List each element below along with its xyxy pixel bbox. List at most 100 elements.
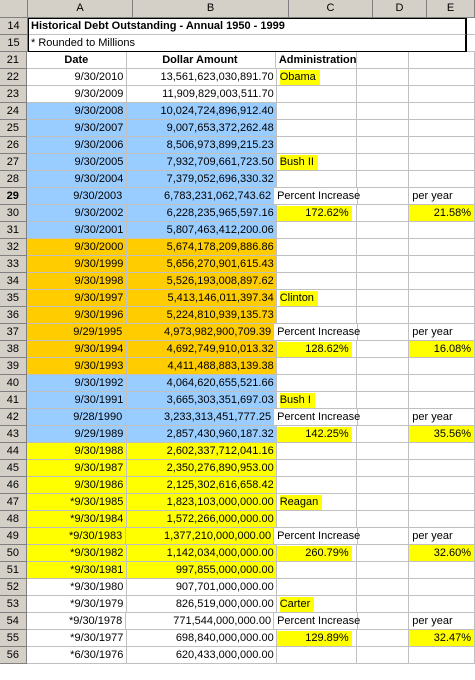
- administration-cell[interactable]: [276, 562, 358, 579]
- empty-cell[interactable]: [408, 443, 475, 460]
- empty-cell[interactable]: [357, 171, 409, 188]
- amount-cell[interactable]: 7,379,052,696,330.32: [127, 171, 277, 188]
- empty-cell[interactable]: [357, 460, 409, 477]
- empty-cell[interactable]: [408, 477, 475, 494]
- row-number[interactable]: 52: [0, 579, 27, 596]
- percent-increase-cell[interactable]: 128.62%: [276, 341, 358, 358]
- administration-cell[interactable]: [276, 273, 358, 290]
- amount-cell[interactable]: 5,413,146,011,397.34: [127, 290, 277, 307]
- administration-cell[interactable]: [276, 239, 358, 256]
- empty-cell[interactable]: [408, 273, 475, 290]
- empty-cell[interactable]: [357, 86, 409, 103]
- administration-cell[interactable]: [276, 86, 358, 103]
- amount-cell[interactable]: 907,701,000,000.00: [127, 579, 277, 596]
- empty-cell[interactable]: [466, 18, 475, 35]
- administration-cell[interactable]: Obama: [276, 69, 358, 86]
- date-cell[interactable]: 9/30/1998: [26, 273, 128, 290]
- row-number[interactable]: 54: [0, 613, 27, 630]
- date-cell[interactable]: 9/30/2004: [26, 171, 128, 188]
- date-cell[interactable]: *9/30/1983: [26, 528, 127, 545]
- percent-increase-label[interactable]: Percent Increase: [274, 324, 360, 341]
- amount-cell[interactable]: 6,228,235,965,597.16: [127, 205, 277, 222]
- date-cell[interactable]: 9/30/2007: [26, 120, 128, 137]
- column-header-b[interactable]: B: [133, 0, 289, 18]
- empty-cell[interactable]: [408, 358, 475, 375]
- empty-cell[interactable]: [408, 460, 475, 477]
- empty-cell[interactable]: [408, 562, 475, 579]
- date-cell[interactable]: 9/30/2002: [26, 205, 128, 222]
- row-number[interactable]: 26: [0, 137, 27, 154]
- date-cell[interactable]: *9/30/1977: [26, 630, 128, 647]
- administration-cell[interactable]: [276, 477, 358, 494]
- per-year-value[interactable]: 16.08%: [408, 341, 475, 358]
- empty-cell[interactable]: [357, 239, 409, 256]
- row-number[interactable]: 47: [0, 494, 27, 511]
- percent-increase-label[interactable]: Percent Increase: [274, 188, 360, 205]
- row-number[interactable]: 31: [0, 222, 27, 239]
- amount-cell[interactable]: 1,823,103,000,000.00: [127, 494, 277, 511]
- date-cell[interactable]: *9/30/1982: [26, 545, 128, 562]
- row-number[interactable]: 42: [0, 409, 27, 426]
- empty-cell[interactable]: [357, 647, 409, 664]
- empty-cell[interactable]: [408, 171, 475, 188]
- empty-cell[interactable]: [357, 52, 410, 69]
- column-header-d[interactable]: D: [373, 0, 427, 18]
- row-number[interactable]: 29: [0, 188, 27, 205]
- per-year-value[interactable]: 32.47%: [408, 630, 475, 647]
- administration-cell[interactable]: [276, 375, 358, 392]
- amount-cell[interactable]: 4,973,982,900,709.39: [126, 324, 275, 341]
- date-cell[interactable]: 9/30/2005: [26, 154, 128, 171]
- row-number[interactable]: 43: [0, 426, 27, 443]
- date-cell[interactable]: 9/30/2010: [26, 69, 128, 86]
- empty-cell[interactable]: [358, 409, 410, 426]
- date-cell[interactable]: *9/30/1981: [26, 562, 128, 579]
- sheet-note[interactable]: * Rounded to Millions: [28, 35, 466, 52]
- empty-cell[interactable]: [408, 494, 475, 511]
- administration-cell[interactable]: [276, 137, 358, 154]
- administration-cell[interactable]: [276, 120, 358, 137]
- empty-cell[interactable]: [408, 511, 475, 528]
- amount-cell[interactable]: 4,064,620,655,521.66: [127, 375, 277, 392]
- row-number[interactable]: 32: [0, 239, 27, 256]
- row-number[interactable]: 53: [0, 596, 27, 613]
- row-number[interactable]: 30: [0, 205, 27, 222]
- amount-cell[interactable]: 5,674,178,209,886.86: [127, 239, 277, 256]
- row-number[interactable]: 28: [0, 171, 27, 188]
- row-number[interactable]: 49: [0, 528, 27, 545]
- row-number[interactable]: 27: [0, 154, 27, 171]
- empty-cell[interactable]: [408, 222, 475, 239]
- empty-cell[interactable]: [357, 154, 409, 171]
- empty-cell[interactable]: [358, 613, 410, 630]
- empty-cell[interactable]: [357, 256, 409, 273]
- empty-cell[interactable]: [358, 528, 410, 545]
- date-cell[interactable]: *9/30/1979: [26, 596, 128, 613]
- administration-cell[interactable]: Reagan: [276, 494, 358, 511]
- column-header-c[interactable]: C: [289, 0, 373, 18]
- row-number[interactable]: 40: [0, 375, 27, 392]
- empty-cell[interactable]: [357, 426, 409, 443]
- percent-increase-label[interactable]: Percent Increase: [274, 409, 360, 426]
- empty-cell[interactable]: [357, 307, 409, 324]
- percent-increase-label[interactable]: Percent Increase: [274, 613, 360, 630]
- empty-cell[interactable]: [408, 239, 475, 256]
- empty-cell[interactable]: [357, 358, 409, 375]
- amount-cell[interactable]: 2,857,430,960,187.32: [127, 426, 277, 443]
- administration-cell[interactable]: [276, 443, 358, 460]
- per-year-label[interactable]: per year: [409, 188, 475, 205]
- amount-cell[interactable]: 10,024,724,896,912.40: [127, 103, 277, 120]
- empty-cell[interactable]: [408, 375, 475, 392]
- amount-cell[interactable]: 2,602,337,712,041.16: [127, 443, 277, 460]
- per-year-label[interactable]: per year: [409, 613, 475, 630]
- date-cell[interactable]: 9/30/1996: [26, 307, 128, 324]
- empty-cell[interactable]: [357, 290, 409, 307]
- date-cell[interactable]: 9/30/1994: [26, 341, 128, 358]
- row-number[interactable]: 15: [0, 35, 28, 52]
- empty-cell[interactable]: [357, 392, 409, 409]
- empty-cell[interactable]: [357, 443, 409, 460]
- sheet-title[interactable]: Historical Debt Outstanding - Annual 195…: [28, 18, 466, 35]
- row-number[interactable]: 21: [0, 52, 27, 69]
- amount-cell[interactable]: 620,433,000,000.00: [127, 647, 277, 664]
- empty-cell[interactable]: [357, 273, 409, 290]
- empty-cell[interactable]: [408, 290, 475, 307]
- administration-cell[interactable]: [276, 511, 358, 528]
